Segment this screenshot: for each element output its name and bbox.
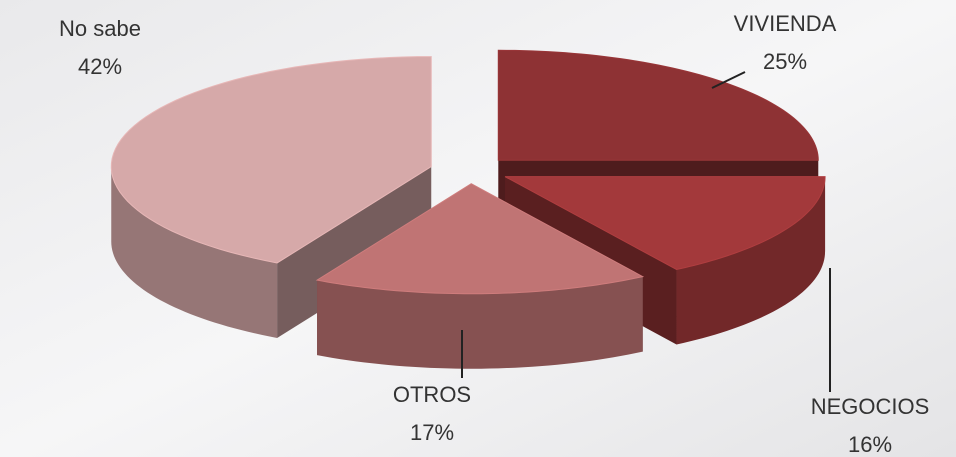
value-label: 16% [848, 432, 892, 457]
value-label: 17% [410, 420, 454, 445]
slice [504, 176, 826, 271]
slice-wall [676, 176, 826, 345]
pie [110, 49, 826, 369]
slice [110, 56, 432, 264]
category-label: No sabe [59, 16, 141, 41]
slice-wall [317, 276, 643, 369]
leader-lines [461, 71, 831, 392]
category-label: OTROS [393, 382, 471, 407]
category-label: VIVIENDA [734, 11, 837, 36]
value-label: 25% [763, 49, 807, 74]
slice-side [277, 166, 432, 338]
leader-line [711, 71, 746, 89]
slice-wall [111, 166, 278, 338]
value-label: 42% [78, 54, 122, 79]
category-label: NEGOCIOS [811, 394, 930, 419]
slice [315, 183, 645, 295]
labels: VIVIENDA 25% NEGOCIOS 16% OTROS 17% No sabe 42% [59, 11, 929, 457]
